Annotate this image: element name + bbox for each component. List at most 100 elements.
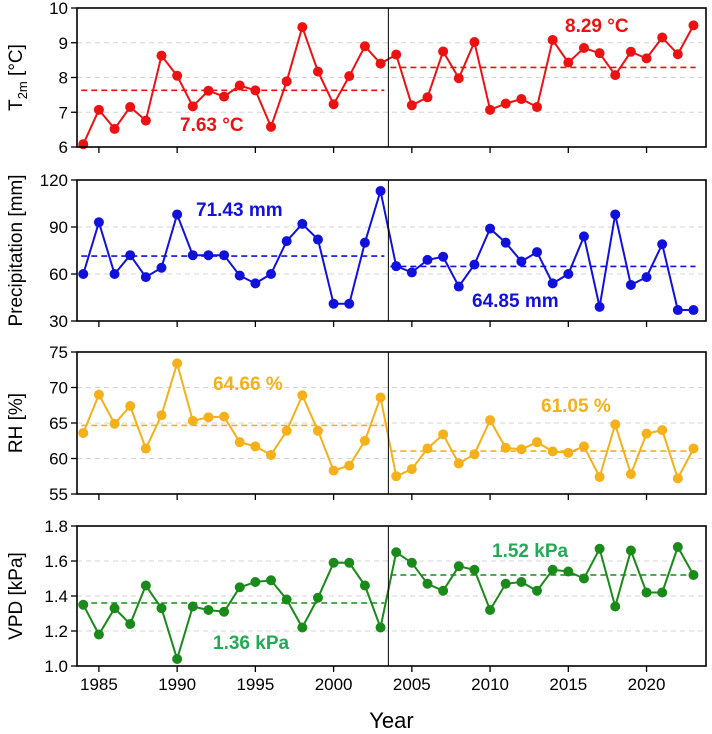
data-point — [375, 622, 386, 633]
data-point — [359, 237, 370, 248]
data-point — [172, 209, 183, 220]
data-point — [344, 298, 355, 309]
data-point — [109, 418, 120, 429]
data-point — [297, 622, 308, 633]
data-point — [625, 279, 636, 290]
data-point — [109, 269, 120, 279]
plot-frame — [76, 525, 707, 667]
data-point — [578, 573, 589, 584]
y-tick-label: 1.0 — [44, 657, 68, 676]
data-point — [187, 601, 198, 612]
data-point — [266, 575, 277, 586]
data-point — [172, 358, 183, 369]
y-tick-label: 70 — [49, 379, 68, 398]
data-point — [688, 570, 699, 580]
mean-label: 71.43 mm — [196, 200, 283, 221]
y-tick-label: 30 — [49, 312, 68, 331]
data-point — [297, 22, 308, 33]
data-point — [140, 580, 151, 591]
data-point — [93, 389, 104, 400]
data-point — [375, 58, 386, 69]
data-point — [610, 70, 621, 81]
data-point — [422, 443, 433, 454]
data-point — [109, 123, 120, 134]
data-point — [203, 412, 214, 423]
data-point — [187, 250, 198, 261]
data-point — [219, 91, 230, 102]
data-point — [219, 411, 230, 422]
data-point — [594, 543, 605, 554]
x-axis-label: Year — [369, 708, 413, 733]
data-point — [281, 594, 292, 605]
data-point — [281, 76, 292, 87]
data-point — [500, 578, 511, 589]
x-tick-label: 2005 — [393, 675, 431, 694]
y-tick-label: 90 — [49, 218, 68, 237]
data-point — [610, 209, 621, 220]
y-axis-label: Precipitation [mm] — [6, 174, 27, 326]
data-point — [485, 223, 496, 234]
data-point — [688, 443, 699, 454]
data-point — [532, 437, 543, 448]
x-tick-label: 2015 — [549, 675, 587, 694]
data-point — [422, 254, 433, 265]
data-point — [485, 104, 496, 115]
data-point — [641, 428, 652, 439]
plot-frame — [76, 7, 707, 148]
y-axis-label: RH [%] — [6, 393, 27, 453]
data-point — [359, 435, 370, 446]
data-point — [422, 578, 433, 589]
data-point — [187, 415, 198, 426]
data-point — [578, 42, 589, 53]
data-point — [688, 305, 699, 316]
data-point — [234, 80, 245, 91]
data-point — [219, 250, 230, 261]
data-point — [93, 629, 104, 640]
data-point — [641, 53, 652, 64]
x-tick-label: 1995 — [236, 675, 274, 694]
y-tick-label: 1.8 — [44, 517, 68, 536]
y-tick-label: 1.2 — [44, 622, 68, 641]
data-point — [594, 471, 605, 482]
y-tick-label: 7 — [59, 103, 68, 122]
data-point — [453, 561, 464, 572]
data-point — [250, 577, 261, 587]
data-point — [625, 545, 636, 556]
data-point — [406, 267, 417, 278]
mean-label: 7.63 °C — [180, 115, 244, 136]
data-point — [391, 471, 402, 482]
data-point — [453, 73, 464, 84]
data-point — [422, 92, 433, 103]
data-point — [469, 37, 480, 48]
x-tick-label: 1990 — [158, 675, 196, 694]
data-point — [312, 592, 323, 603]
data-point — [438, 429, 449, 440]
data-point — [125, 619, 136, 629]
data-point — [156, 410, 167, 421]
data-point — [391, 261, 402, 272]
data-point — [500, 237, 511, 248]
data-point — [469, 449, 480, 460]
data-point — [688, 20, 699, 31]
data-point — [250, 441, 261, 452]
data-point — [406, 100, 417, 111]
data-point — [469, 564, 480, 575]
y-tick-label: 60 — [49, 450, 68, 469]
data-point — [187, 101, 198, 112]
x-tick-label: 2010 — [471, 675, 509, 694]
data-point — [625, 46, 636, 57]
data-point — [328, 465, 339, 476]
data-point — [453, 458, 464, 469]
data-point — [485, 605, 496, 615]
data-point — [563, 57, 574, 68]
y-tick-label: 1.4 — [44, 587, 68, 606]
data-point — [93, 217, 104, 228]
data-point — [344, 71, 355, 82]
data-point — [453, 281, 464, 292]
data-point — [672, 305, 683, 316]
data-point — [532, 102, 543, 113]
data-point — [547, 278, 558, 289]
mean-label: 64.66 % — [213, 374, 283, 395]
x-tick-label: 2000 — [315, 675, 353, 694]
data-point — [219, 606, 230, 617]
